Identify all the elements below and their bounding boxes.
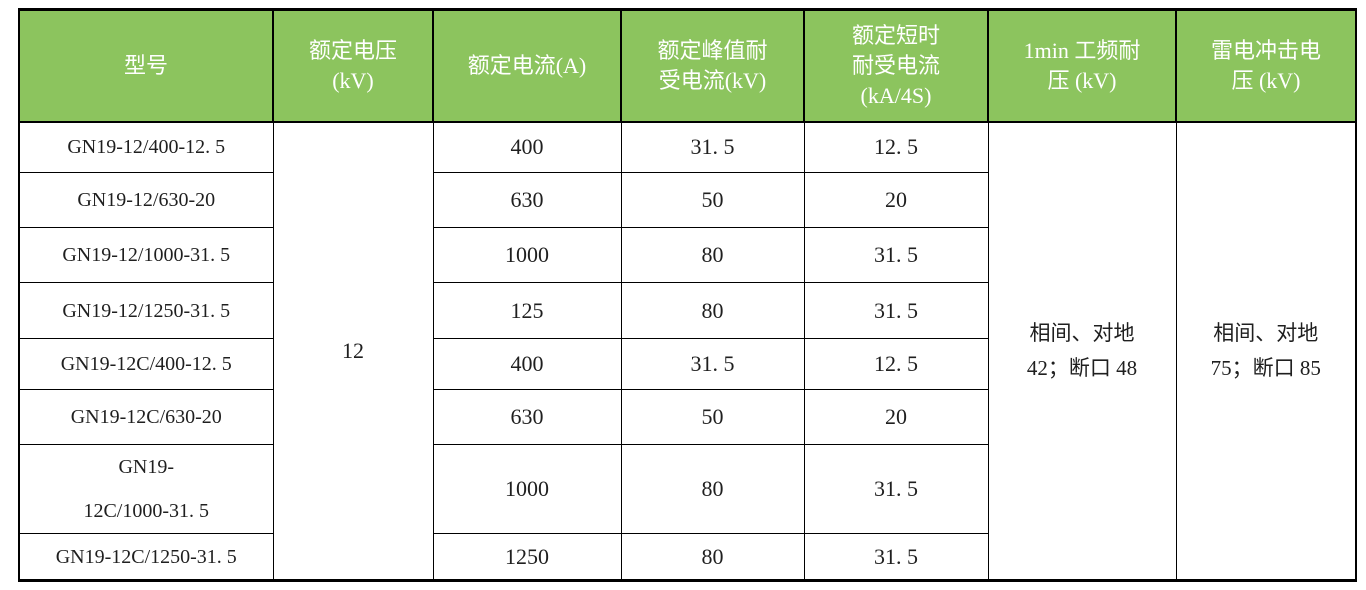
cell-peak-withstand-current: 80 [620, 533, 805, 581]
column-header-rated-current: 额定电流(A) [432, 8, 622, 123]
table-row: GN19- 12C/1000-31. 5 1000 80 31. 5 [18, 444, 1356, 534]
cell-peak-withstand-current: 80 [620, 282, 805, 339]
cell-peak-withstand-current: 80 [620, 227, 805, 283]
cell-peak-withstand-current: 31. 5 [620, 338, 805, 390]
column-header-peak-withstand-current: 额定峰值耐 受电流(kV) [620, 8, 805, 123]
cell-short-time-withstand-current: 12. 5 [803, 338, 989, 390]
column-header-lightning-impulse: 雷电冲击电 压 (kV) [1175, 8, 1357, 123]
table-row: GN19-12C/1250-31. 5 1250 80 31. 5 [18, 533, 1356, 581]
cell-short-time-withstand-current: 31. 5 [803, 444, 989, 534]
cell-model: GN19- 12C/1000-31. 5 [18, 444, 274, 534]
table-row: GN19-12/400-12. 5 12 400 31. 5 12. 5 相间、… [18, 121, 1357, 581]
cell-rated-current: 630 [432, 389, 622, 445]
cell-model: GN19-12C/400-12. 5 [18, 338, 274, 390]
cell-peak-withstand-current: 50 [620, 389, 805, 445]
cell-rated-current: 630 [432, 172, 622, 228]
cell-power-frequency-withstand: 相间、对地 42；断口 48 [987, 121, 1177, 581]
cell-model: GN19-12C/1250-31. 5 [18, 533, 274, 581]
cell-short-time-withstand-current: 20 [803, 389, 989, 445]
cell-model: GN19-12/1250-31. 5 [18, 282, 274, 339]
column-header-short-time-withstand-current: 额定短时 耐受电流 (kA/4S) [803, 8, 989, 123]
table-row: GN19-12/1250-31. 5 125 80 31. 5 [18, 282, 1356, 339]
cell-rated-current: 1250 [432, 533, 622, 581]
cell-rated-current: 1000 [432, 227, 622, 283]
cell-short-time-withstand-current: 20 [803, 172, 989, 228]
cell-short-time-withstand-current: 31. 5 [803, 282, 989, 339]
cell-short-time-withstand-current: 31. 5 [803, 533, 989, 581]
header-row: 型号 额定电压 (kV) 额定电流(A) 额定峰值耐 受电流(kV) 额定短时 … [18, 8, 1357, 123]
cell-short-time-withstand-current: 12. 5 [803, 121, 989, 173]
cell-model: GN19-12/1000-31. 5 [18, 227, 274, 283]
cell-rated-current: 1000 [432, 444, 622, 534]
column-header-rated-voltage: 额定电压 (kV) [272, 8, 434, 123]
cell-rated-current: 400 [432, 121, 622, 173]
column-header-power-frequency-withstand: 1min 工频耐 压 (kV) [987, 8, 1177, 123]
column-header-model: 型号 [18, 8, 274, 123]
table-row: GN19-12/630-20 630 50 20 [18, 172, 1356, 228]
cell-peak-withstand-current: 50 [620, 172, 805, 228]
cell-lightning-impulse: 相间、对地 75；断口 85 [1175, 121, 1357, 581]
cell-model: GN19-12/400-12. 5 [18, 121, 274, 173]
cell-short-time-withstand-current: 31. 5 [803, 227, 989, 283]
table-row: GN19-12/1000-31. 5 1000 80 31. 5 [18, 227, 1356, 283]
cell-rated-current: 400 [432, 338, 622, 390]
cell-model: GN19-12/630-20 [18, 172, 274, 228]
cell-peak-withstand-current: 31. 5 [620, 121, 805, 173]
page: 型号 额定电压 (kV) 额定电流(A) 额定峰值耐 受电流(kV) 额定短时 … [18, 8, 1357, 582]
cell-peak-withstand-current: 80 [620, 444, 805, 534]
cell-rated-voltage: 12 [272, 121, 434, 581]
cell-model: GN19-12C/630-20 [18, 389, 274, 445]
spec-table: 型号 额定电压 (kV) 额定电流(A) 额定峰值耐 受电流(kV) 额定短时 … [18, 8, 1357, 582]
table-row: GN19-12C/400-12. 5 400 31. 5 12. 5 [18, 338, 1356, 390]
cell-rated-current: 125 [432, 282, 622, 339]
